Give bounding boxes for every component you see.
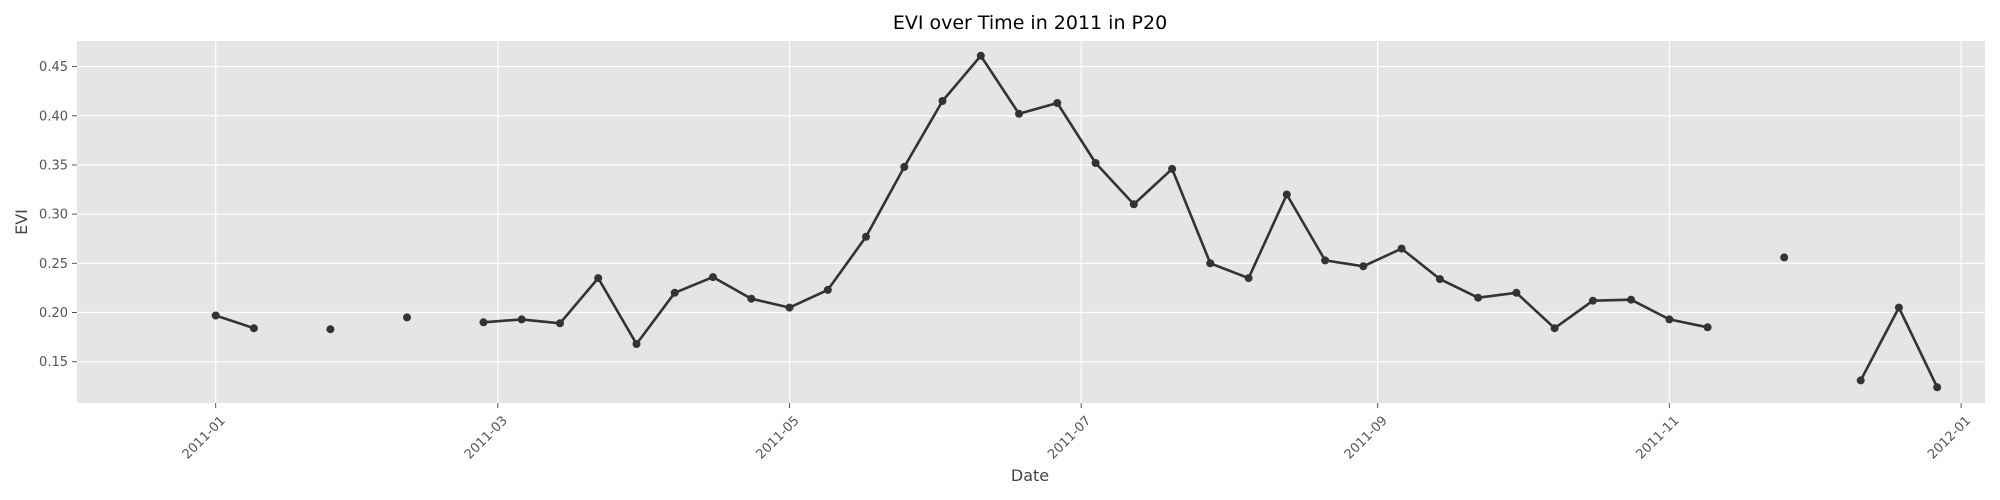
y-tick-label: 0.40 [39, 109, 68, 124]
data-point [1435, 275, 1444, 284]
data-point [1474, 293, 1483, 302]
y-tick-label: 0.35 [39, 158, 68, 173]
data-point [1168, 164, 1177, 173]
data-point [594, 274, 603, 283]
data-point [1015, 109, 1023, 118]
data-point [1780, 253, 1789, 262]
data-point [517, 315, 526, 324]
x-tick-label: 2011-11 [1633, 413, 1682, 462]
data-point [938, 97, 947, 105]
data-point [1397, 244, 1406, 253]
grid-lines [77, 41, 1985, 403]
y-tick-label: 0.30 [39, 208, 68, 223]
y-tick-label: 0.15 [39, 355, 68, 370]
data-point [785, 303, 794, 312]
data-point [326, 325, 335, 334]
x-tick-label: 2012-01 [1925, 413, 1974, 462]
data-point [1053, 99, 1062, 107]
data-point [900, 162, 909, 171]
data-point [211, 311, 220, 320]
data-point [1894, 303, 1903, 312]
x-axis-label: Date [1011, 466, 1049, 485]
x-tick-label: 2011-05 [754, 413, 803, 462]
data-point [479, 318, 488, 327]
data-point [1091, 159, 1100, 167]
data-point [632, 340, 641, 348]
x-tick-label: 2011-09 [1342, 413, 1391, 462]
data-point [976, 51, 985, 60]
chart-title: EVI over Time in 2011 in P20 [893, 12, 1167, 34]
data-point [403, 313, 411, 322]
data-point [556, 319, 564, 328]
y-axis-label: EVI [12, 209, 31, 235]
y-tick-label: 0.20 [39, 306, 68, 321]
data-point [1588, 296, 1597, 305]
data-point [1665, 315, 1674, 324]
data-point [1359, 262, 1368, 271]
data-point [862, 232, 870, 241]
data-point [823, 285, 832, 294]
series-evi [211, 51, 1942, 392]
data-point [1129, 200, 1138, 209]
y-tick-label: 0.25 [39, 257, 68, 272]
data-point [1703, 323, 1712, 332]
x-tick-label: 2011-01 [180, 413, 229, 462]
data-point [1321, 256, 1330, 265]
data-point [670, 288, 679, 297]
data-point [709, 273, 717, 282]
data-point [1244, 274, 1253, 283]
y-tick-label: 0.45 [39, 60, 68, 75]
data-point [1512, 288, 1521, 297]
data-point [1627, 295, 1636, 304]
series-line-segment [215, 314, 255, 330]
data-point [249, 324, 258, 333]
data-point [1282, 190, 1291, 199]
plot-area [77, 41, 1985, 403]
x-tick-label: 2011-03 [462, 413, 511, 462]
x-tick-label: 2011-07 [1045, 413, 1094, 462]
data-point [1856, 376, 1865, 385]
data-point [1933, 383, 1942, 392]
data-point [747, 294, 756, 303]
data-point [1206, 259, 1215, 268]
data-point [1550, 324, 1559, 333]
